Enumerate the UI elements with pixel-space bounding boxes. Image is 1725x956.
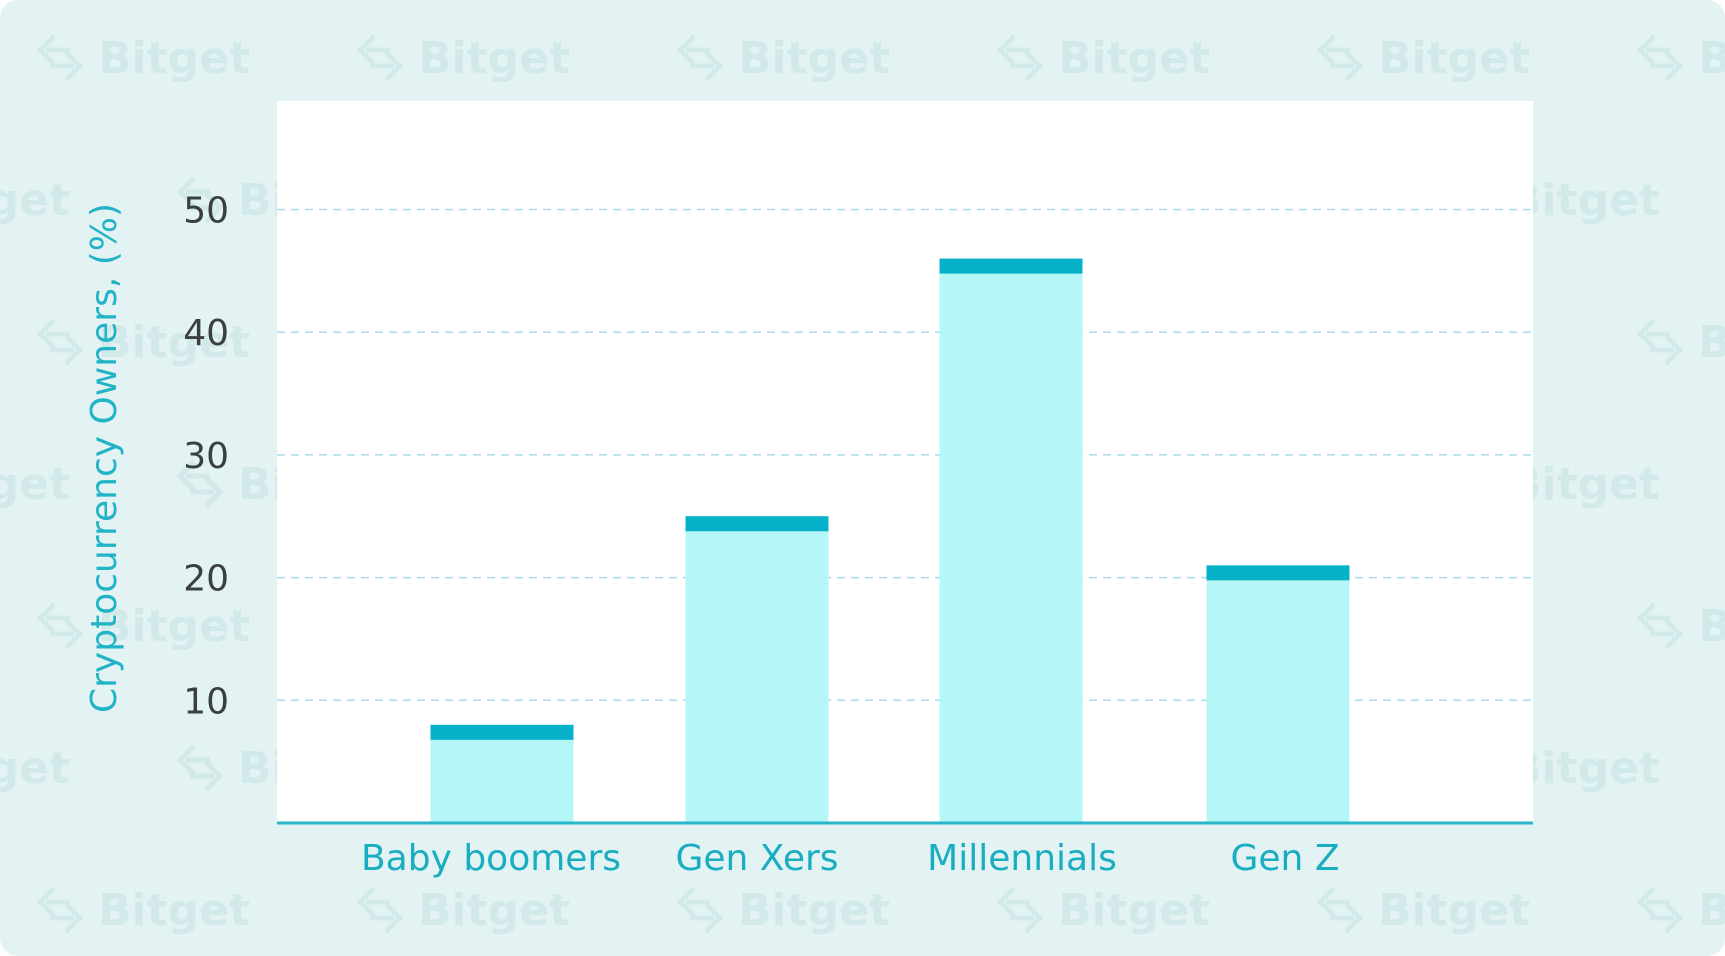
- bar-cap: [430, 724, 574, 740]
- bitget-arrows-icon: [177, 176, 223, 224]
- watermark-4-0: Bitget: [37, 601, 250, 652]
- watermark-0-1: Bitget: [357, 33, 570, 84]
- y-tick-label-40: 40: [183, 313, 229, 354]
- bitget-arrows-icon: [357, 886, 403, 934]
- watermark-0-4: Bitget: [1317, 33, 1530, 84]
- bitget-arrows-icon: [1317, 886, 1363, 934]
- watermark-text: Bitget: [0, 459, 70, 510]
- bitget-arrows-icon: [37, 34, 83, 82]
- watermark-5-0: Bitget: [0, 743, 70, 794]
- watermark-text: Bitget: [1378, 33, 1530, 84]
- bitget-arrows-icon: [677, 34, 723, 82]
- x-category-label: Millennials: [927, 838, 1117, 879]
- watermark-0-0: Bitget: [37, 33, 250, 84]
- watermark-text: Bitget: [1698, 317, 1725, 368]
- watermark-3-0: Bitget: [0, 459, 70, 510]
- bitget-arrows-icon: [1637, 318, 1683, 366]
- watermark-text: Bitget: [1058, 33, 1210, 84]
- bar-body: [685, 516, 829, 823]
- bar-cap: [939, 258, 1083, 274]
- watermark-text: Bitget: [0, 743, 70, 794]
- watermark-text: Bitget: [738, 33, 890, 84]
- bitget-arrows-icon: [1317, 34, 1363, 82]
- watermark-text: Bitget: [418, 885, 570, 936]
- watermark-6-0: Bitget: [37, 885, 250, 936]
- bar-cap: [1206, 565, 1350, 581]
- watermark-text: Bitget: [98, 885, 250, 936]
- watermark-2-5: Bitget: [1637, 317, 1725, 368]
- watermark-text: Bitget: [1378, 885, 1530, 936]
- x-category-label: Gen Xers: [675, 838, 838, 879]
- y-tick-labels: 10 20 30 40 50: [183, 191, 229, 723]
- x-category-labels: Baby boomers Gen Xers Millennials Gen Z: [361, 838, 1340, 879]
- watermark-6-3: Bitget: [997, 885, 1210, 936]
- watermark-2-0: Bitget: [37, 317, 250, 368]
- watermark-text: Bitget: [0, 175, 70, 226]
- watermark-text: Bitget: [1508, 459, 1660, 510]
- watermark-text: Bitget: [1698, 601, 1725, 652]
- bitget-arrows-icon: [997, 886, 1043, 934]
- bitget-arrows-icon: [357, 34, 403, 82]
- bitget-arrows-icon: [37, 602, 83, 650]
- watermark-text: Bitget: [98, 317, 250, 368]
- watermark-text: Bitget: [1508, 175, 1660, 226]
- bitget-arrows-icon: [1637, 34, 1683, 82]
- bar-cap: [685, 516, 829, 532]
- watermark-0-2: Bitget: [677, 33, 890, 84]
- watermark-0-3: Bitget: [997, 33, 1210, 84]
- y-tick-label-20: 20: [183, 559, 229, 600]
- bar-0: [430, 724, 574, 823]
- bitget-arrows-icon: [677, 886, 723, 934]
- bitget-arrows-icon: [1637, 886, 1683, 934]
- bars: [430, 258, 1350, 824]
- watermark-4-5: Bitget: [1637, 601, 1725, 652]
- bitget-arrows-icon: [37, 886, 83, 934]
- y-tick-label-10: 10: [183, 681, 229, 722]
- bitget-arrows-icon: [997, 34, 1043, 82]
- watermark-text: Bitget: [1698, 33, 1725, 84]
- bitget-arrows-icon: [177, 744, 223, 792]
- watermark-text: Bitget: [1058, 885, 1210, 936]
- watermark-0-5: Bitget: [1637, 33, 1725, 84]
- y-axis-title: Cryptocurrency Owners, (%): [84, 203, 125, 713]
- bar-1: [685, 516, 829, 823]
- watermark-text: Bitget: [98, 33, 250, 84]
- y-tick-label-50: 50: [183, 191, 229, 232]
- watermark-6-5: Bitget: [1637, 885, 1725, 936]
- watermark-6-1: Bitget: [357, 885, 570, 936]
- watermark-text: Bitget: [1698, 885, 1725, 936]
- y-tick-label-30: 30: [183, 436, 229, 477]
- bitget-arrows-icon: [177, 460, 223, 508]
- watermark-1-0: Bitget: [0, 175, 70, 226]
- watermark-text: Bitget: [98, 601, 250, 652]
- bitget-arrows-icon: [1637, 602, 1683, 650]
- watermark-6-2: Bitget: [677, 885, 890, 936]
- bar-body: [1206, 565, 1350, 823]
- x-category-label: Baby boomers: [361, 838, 621, 879]
- bar-3: [1206, 565, 1350, 823]
- x-category-label: Gen Z: [1231, 838, 1340, 879]
- bar-body: [430, 724, 574, 823]
- bar-body: [939, 258, 1083, 824]
- bar-2: [939, 258, 1083, 824]
- bitget-arrows-icon: [37, 318, 83, 366]
- watermark-text: Bitget: [738, 885, 890, 936]
- watermark-text: Bitget: [1508, 743, 1660, 794]
- watermark-6-4: Bitget: [1317, 885, 1530, 936]
- watermark-text: Bitget: [418, 33, 570, 84]
